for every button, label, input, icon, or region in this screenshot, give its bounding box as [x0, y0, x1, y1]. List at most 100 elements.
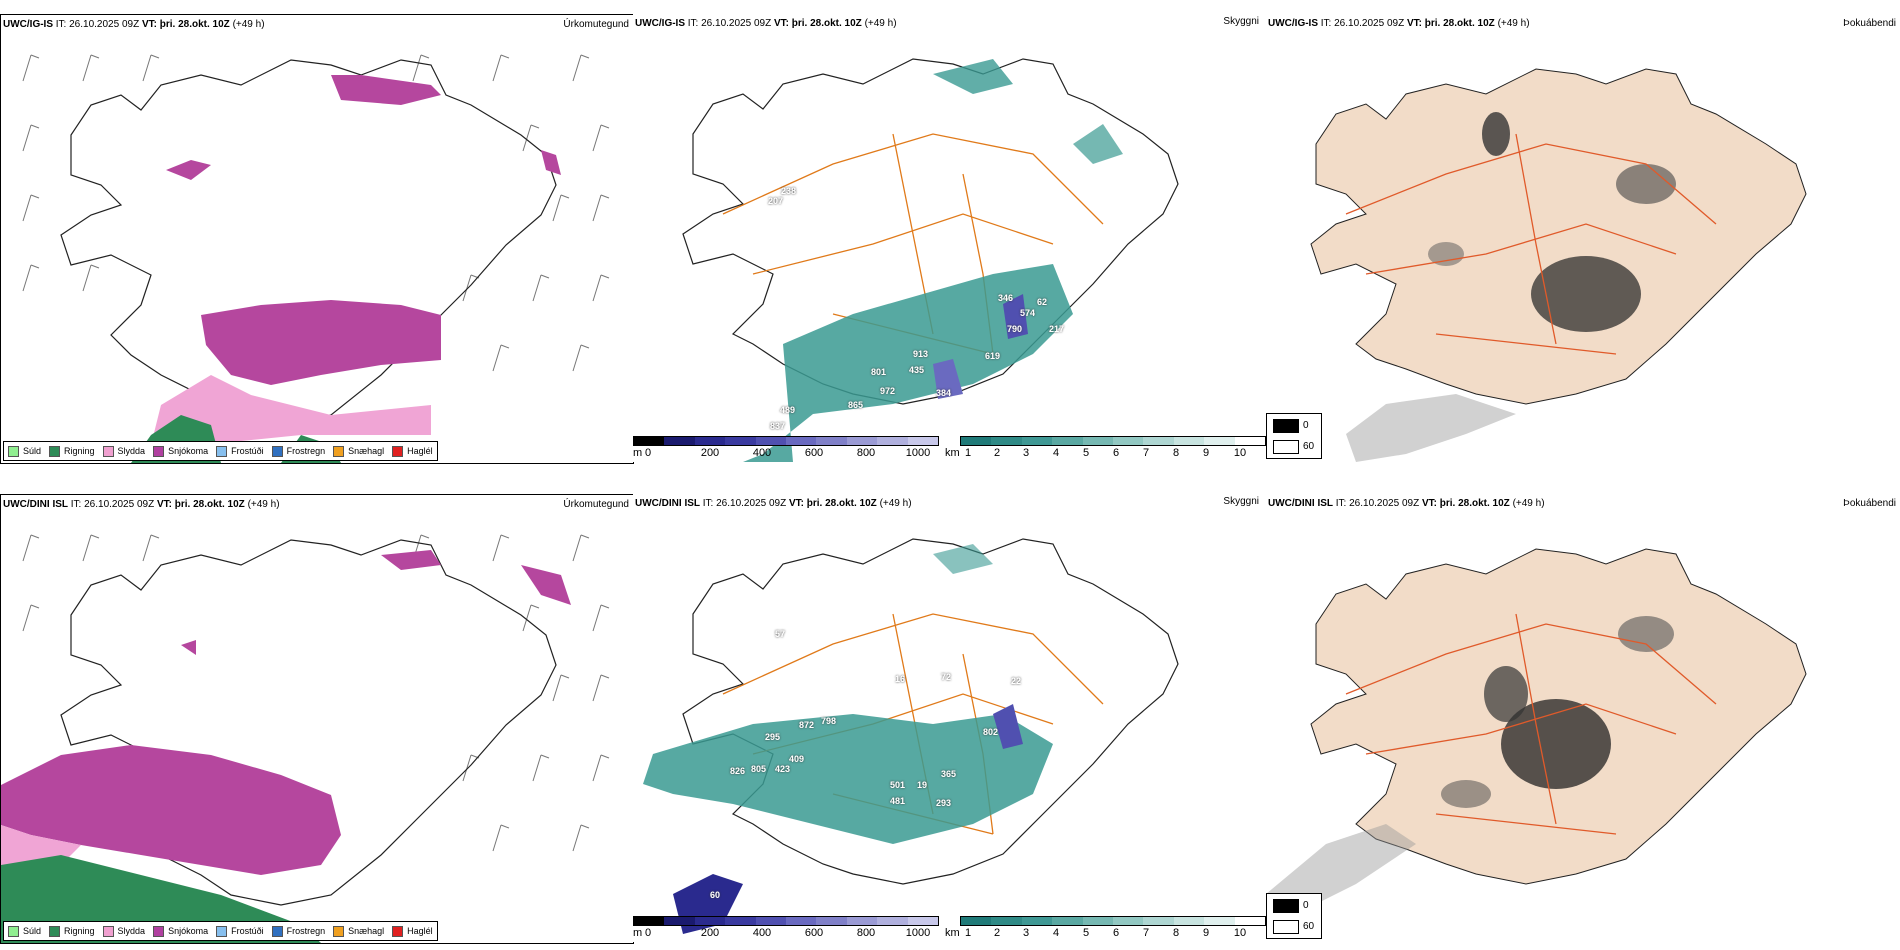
visibility-label: 409 [789, 754, 805, 764]
colorbar-unit: km [945, 927, 960, 939]
visibility-label: 805 [751, 764, 767, 774]
legend-swatch [49, 445, 61, 457]
low-visibility-north [933, 59, 1013, 94]
panel-title: UWC/DINI ISL IT: 26.10.2025 09Z VT: þri.… [1268, 498, 1545, 509]
low-visibility-north [933, 544, 993, 574]
legend-swatch [8, 925, 19, 937]
tick-label: 10 [1233, 447, 1247, 459]
fog-legend-label: 0 [1303, 420, 1309, 431]
legend-swatch [102, 445, 114, 457]
colorbar-unit: m [633, 927, 643, 939]
legend-item-snow-pellets: Snæhagl [333, 925, 384, 937]
snow-area [1, 745, 341, 875]
visibility-panel-bottom: 57 16 72 22 872 798 295 409 805 423 826 … [633, 494, 1265, 942]
visibility-label: 16 [895, 674, 906, 684]
colorbar-unit: km [945, 447, 960, 459]
ceiling-ticks: 0 200 400 600 800 1000 [645, 927, 938, 941]
tick-label: 4 [1052, 447, 1060, 459]
tick-label: 1000 [905, 447, 931, 459]
tick-label: 6 [1112, 927, 1120, 939]
visibility-label: 913 [913, 349, 929, 359]
visibility-label: 837 [770, 421, 786, 431]
tick-label: 3 [1022, 447, 1030, 459]
wind-barbs [22, 54, 610, 372]
fog-legend-swatch [1273, 920, 1299, 934]
tick-label: 9 [1202, 927, 1210, 939]
legend-swatch [8, 445, 19, 457]
panel-type-label: Úrkomutegund [563, 499, 629, 510]
panel-type-label: Skyggni [1223, 16, 1259, 27]
precip-legend: Súld Rigning Slydda Snjókoma Frostúði Fr… [3, 921, 438, 941]
tick-label: 2 [993, 927, 1001, 939]
visibility-label: 72 [941, 672, 952, 682]
tick-label: 600 [804, 447, 824, 459]
tick-label: 1000 [905, 927, 931, 939]
fog-dense-area [1441, 780, 1491, 808]
legend-swatch [153, 925, 165, 937]
precip-map-bottom [1, 534, 610, 943]
legend-item-freezing-rain: Frostregn [271, 925, 325, 937]
legend-swatch [392, 445, 404, 457]
visibility-label: 481 [890, 796, 906, 806]
roads [1345, 613, 1717, 835]
legend-swatch [216, 445, 228, 457]
legend-item-freezing-drizzle: Frostúði [216, 925, 264, 937]
visibility-label: 22 [1011, 676, 1022, 686]
snow-area-ne [521, 565, 571, 605]
legend-swatch [102, 925, 114, 937]
visibility-ticks: 1 2 3 4 5 6 7 8 9 10 [965, 927, 1258, 941]
visibility-label: 346 [998, 293, 1014, 303]
precip-type-panel-top: UWC/IG-IS IT: 26.10.2025 09Z VT: þri. 28… [0, 14, 634, 464]
visibility-label: 435 [909, 365, 925, 375]
low-visibility-area [743, 264, 1073, 462]
fog-legend-label: 0 [1303, 900, 1309, 911]
fog-dense-area [1618, 616, 1674, 652]
visibility-label: 619 [985, 351, 1001, 361]
fog-legend: 0 60 [1266, 413, 1322, 459]
ceiling-ticks: 0 200 400 600 800 1000 [644, 447, 938, 461]
tick-label: 200 [700, 447, 720, 459]
coastline [60, 539, 557, 906]
tick-label: 200 [700, 927, 720, 939]
tick-label: 8 [1172, 447, 1180, 459]
legend-item-snow: Snjókoma [153, 445, 208, 457]
visibility-label: 972 [880, 386, 896, 396]
legend-item-drizzle: Súld [8, 925, 41, 937]
visibility-label: 60 [710, 890, 721, 900]
legend-item-sleet: Slydda [102, 445, 145, 457]
colorbar-unit: m [633, 447, 643, 459]
fog-legend-swatch [1273, 440, 1299, 454]
visibility-colorbar [960, 436, 1266, 446]
tick-label: 9 [1202, 447, 1210, 459]
visibility-label: 207 [768, 196, 784, 206]
snow-area-north [381, 550, 441, 570]
panel-type-label: Þokuábendi [1843, 18, 1896, 29]
visibility-label: 19 [917, 780, 928, 790]
visibility-label: 217 [1049, 324, 1065, 334]
visibility-label: 295 [765, 732, 781, 742]
legend-swatch [271, 445, 283, 457]
visibility-label: 57 [775, 629, 786, 639]
tick-label: 1 [964, 447, 972, 459]
roads [1345, 133, 1717, 355]
wind-barbs [22, 534, 610, 852]
fog-legend-label: 60 [1303, 921, 1315, 932]
tick-label: 3 [1022, 927, 1030, 939]
fog-legend-swatch [1273, 899, 1299, 913]
visibility-label: 238 [781, 186, 797, 196]
tick-label: 800 [856, 927, 876, 939]
fog-land [1310, 68, 1807, 405]
coastline [682, 58, 1179, 405]
legend-swatch [216, 925, 228, 937]
fog-legend-label: 60 [1303, 441, 1315, 452]
visibility-label: 802 [983, 727, 999, 737]
fog-sea-area [1346, 394, 1516, 462]
snow-area-nw [166, 160, 211, 180]
tick-label: 400 [752, 447, 772, 459]
tick-label: 0 [644, 447, 652, 459]
legend-item-freezing-rain: Frostregn [271, 445, 325, 457]
visibility-label: 574 [1020, 308, 1036, 318]
panel-title: UWC/IG-IS IT: 26.10.2025 09Z VT: þri. 28… [3, 19, 265, 30]
tick-label: 10 [1233, 927, 1247, 939]
visibility-label: 826 [730, 766, 746, 776]
